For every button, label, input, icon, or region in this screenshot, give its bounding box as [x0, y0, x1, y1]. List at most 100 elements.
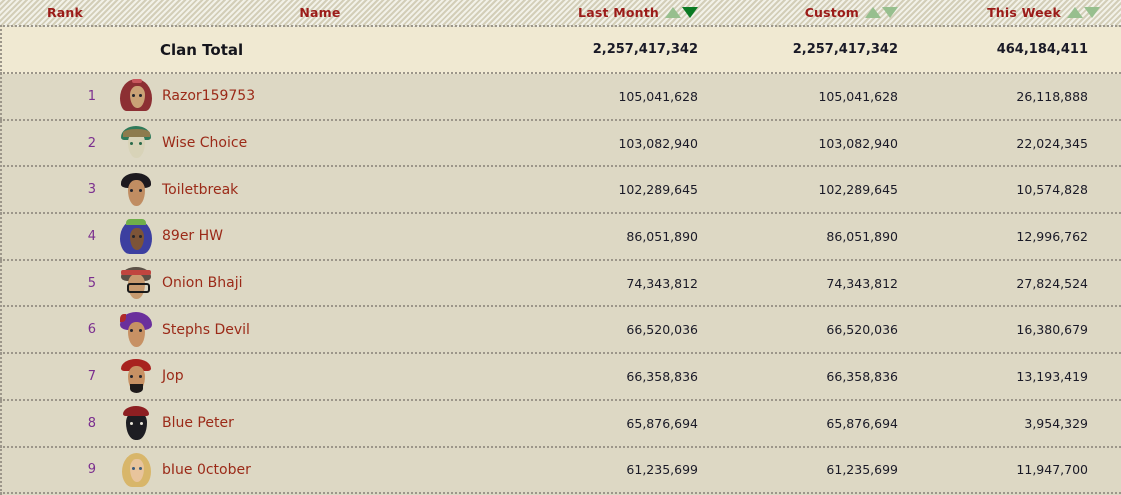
table-row[interactable]: 8 Blue Peter 65,876,694 65,876,694 3,954… — [0, 400, 1121, 448]
avatar-eyes — [132, 466, 142, 470]
row-rank: 4 — [87, 228, 96, 244]
row-custom: 66,520,036 — [826, 322, 898, 338]
avatar-eyes — [130, 422, 143, 426]
column-header-this-week-label: This Week — [987, 5, 1061, 20]
row-last-month: 61,235,699 — [626, 462, 698, 478]
sort-descending-icon-custom[interactable] — [882, 7, 898, 18]
avatar-blue-peter — [119, 405, 153, 441]
row-avatar-cell — [110, 307, 162, 352]
avatar-face — [130, 458, 144, 482]
row-avatar-cell — [110, 74, 162, 119]
table-row[interactable]: 1 Razor159753 105,041,628 105,041,628 26… — [0, 74, 1121, 121]
column-header-this-week[interactable]: This Week — [910, 0, 1110, 25]
row-rank: 6 — [87, 322, 96, 338]
table-row[interactable]: 9 bIue 0ctober 61,235,699 61,235,699 11,… — [0, 447, 1121, 495]
sort-descending-icon-this-week[interactable] — [1084, 7, 1100, 18]
row-last-month: 103,082,940 — [618, 135, 698, 151]
avatar-glasses-icon — [127, 283, 150, 294]
row-custom: 102,289,645 — [818, 182, 898, 198]
table-row[interactable]: 4 89er HW 86,051,890 86,051,890 12,996,7… — [0, 214, 1121, 261]
column-header-name-label: Name — [299, 5, 341, 20]
clan-total-row: Clan Total 2,257,417,342 2,257,417,342 4… — [0, 27, 1121, 74]
avatar-hair — [121, 359, 151, 372]
row-last-month: 102,289,645 — [618, 182, 698, 198]
row-avatar-cell — [110, 401, 162, 446]
sort-ascending-icon-this-week[interactable] — [1067, 7, 1083, 18]
row-player-name[interactable]: Razor159753 — [162, 88, 256, 105]
row-last-month: 74,343,812 — [626, 275, 698, 291]
row-player-name[interactable]: Stephs Devil — [162, 321, 250, 338]
table-row[interactable]: 7 Jop 66,358,836 66,358,836 13,193,419 — [0, 354, 1121, 401]
row-this-week: 13,193,419 — [1016, 368, 1088, 384]
row-rank: 1 — [87, 88, 96, 104]
avatar-beard — [130, 384, 143, 394]
column-header-rank-label: Rank — [46, 5, 84, 20]
table-row[interactable]: 2 Wise Choice 103,082,940 103,082,940 22… — [0, 120, 1121, 168]
row-custom: 65,876,694 — [826, 415, 898, 431]
sort-controls-last-month — [665, 7, 698, 18]
column-header-rank[interactable]: Rank — [0, 0, 130, 25]
sort-descending-icon-last-month[interactable] — [682, 7, 698, 18]
avatar-accent — [132, 79, 142, 84]
row-player-name[interactable]: Onion Bhaji — [162, 275, 243, 292]
column-header-name[interactable]: Name — [130, 0, 510, 25]
avatar-face — [126, 411, 147, 441]
row-this-week: 26,118,888 — [1016, 88, 1088, 104]
sort-controls-custom — [865, 7, 898, 18]
row-avatar-cell — [110, 167, 162, 212]
row-last-month: 66,358,836 — [626, 368, 698, 384]
avatar-razor159753 — [119, 78, 153, 114]
row-this-week: 11,947,700 — [1016, 462, 1088, 478]
avatar-eyes — [130, 142, 142, 146]
row-this-week: 3,954,329 — [1024, 415, 1088, 431]
avatar-accent — [123, 129, 150, 138]
column-header-custom[interactable]: Custom — [710, 0, 910, 25]
clan-total-this-week: 464,184,411 — [996, 42, 1088, 57]
row-player-name[interactable]: Blue Peter — [162, 415, 234, 432]
table-row[interactable]: 5 Onion Bhaji 74,343,812 74,343,812 27,8… — [0, 260, 1121, 308]
row-last-month: 105,041,628 — [618, 88, 698, 104]
row-player-name[interactable]: 89er HW — [162, 228, 224, 245]
table-row[interactable]: 3 Toiletbreak 102,289,645 102,289,645 10… — [0, 167, 1121, 215]
clan-total-last-month: 2,257,417,342 — [592, 42, 698, 57]
column-header-last-month-label: Last Month — [578, 5, 659, 20]
avatar-face — [128, 132, 145, 159]
row-player-name[interactable]: bIue 0ctober — [162, 461, 251, 478]
row-custom: 86,051,890 — [826, 228, 898, 244]
avatar-eyes — [130, 375, 142, 379]
row-rank: 2 — [87, 135, 96, 151]
row-this-week: 10,574,828 — [1016, 182, 1088, 198]
avatar-headband — [121, 270, 151, 276]
row-this-week: 16,380,679 — [1016, 322, 1088, 338]
avatar-blue-october — [119, 452, 153, 488]
row-player-name[interactable]: Jop — [162, 368, 184, 385]
avatar-face — [128, 321, 145, 347]
avatar-toiletbreak — [119, 172, 153, 208]
avatar-eyes — [132, 235, 142, 239]
avatar-hair — [123, 406, 149, 417]
row-rank: 5 — [87, 275, 96, 291]
avatar-accent — [126, 219, 146, 226]
avatar-face — [128, 179, 145, 206]
row-this-week: 22,024,345 — [1016, 135, 1088, 151]
clan-total-custom: 2,257,417,342 — [792, 42, 898, 57]
avatar-hair — [120, 311, 152, 330]
row-player-name[interactable]: Wise Choice — [162, 135, 248, 152]
row-custom: 105,041,628 — [818, 88, 898, 104]
table-row[interactable]: 6 Stephs Devil 66,520,036 66,520,036 16,… — [0, 307, 1121, 355]
sort-ascending-icon-last-month[interactable] — [665, 7, 681, 18]
table-header-row: Rank Name Last Month Custom This Week — [0, 0, 1121, 27]
avatar-onion-bhaji — [119, 265, 153, 301]
row-last-month: 86,051,890 — [626, 228, 698, 244]
avatar-horn — [120, 313, 126, 322]
sort-controls-this-week — [1067, 7, 1100, 18]
row-player-name[interactable]: Toiletbreak — [162, 181, 239, 198]
column-header-last-month[interactable]: Last Month — [510, 0, 710, 25]
row-rank: 7 — [87, 368, 96, 384]
avatar-eyes — [132, 94, 142, 98]
sort-ascending-icon-custom[interactable] — [865, 7, 881, 18]
clan-total-label: Clan Total — [160, 40, 244, 59]
row-avatar-cell — [110, 448, 162, 493]
avatar-face — [130, 228, 144, 251]
